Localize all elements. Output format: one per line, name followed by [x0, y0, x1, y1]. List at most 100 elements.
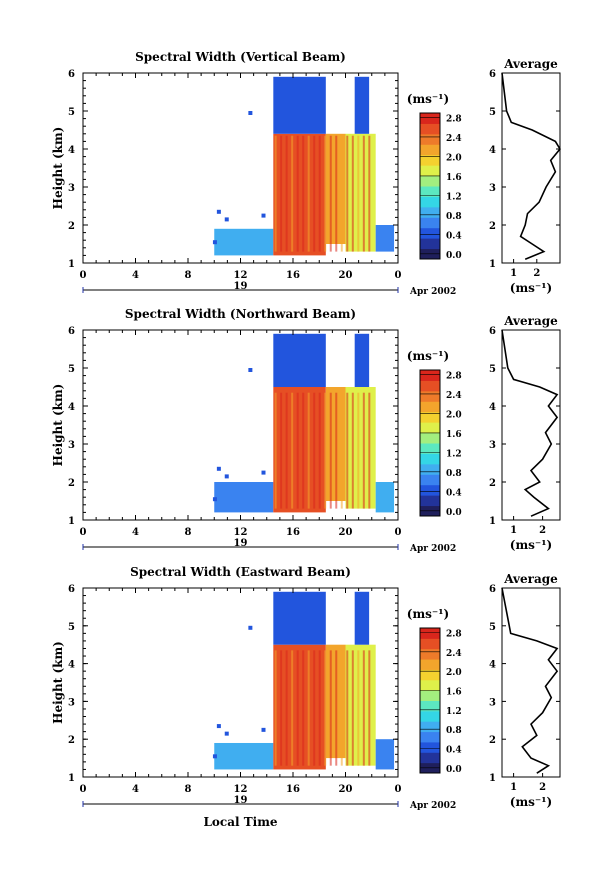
y-tick-label: 2 — [68, 478, 75, 489]
y-tick-label: 5 — [68, 622, 75, 633]
y-tick-label: 3 — [68, 183, 75, 194]
heatmap-cell — [345, 387, 376, 509]
heatmap-texture — [291, 650, 294, 766]
colorbar-segment — [420, 659, 440, 670]
profile-y-tick-label: 3 — [489, 440, 496, 451]
heatmap-texture — [318, 650, 321, 766]
colorbar-segment — [420, 238, 440, 250]
heatmap-cell — [375, 225, 395, 252]
profile-y-tick-label: 3 — [489, 183, 496, 194]
colorbar-segment — [420, 432, 440, 444]
colorbar-tick-label: 0.0 — [446, 251, 462, 261]
colorbar-frame — [419, 627, 441, 774]
heatmap-texture — [340, 135, 343, 252]
x-tick-label: 0 — [80, 527, 87, 538]
heatmap-blip — [248, 368, 253, 372]
x-tick-label: 16 — [286, 527, 300, 538]
heatmap-cell — [214, 228, 274, 256]
colorbar-segment — [420, 731, 440, 743]
colorbar-tick-label: 2.8 — [446, 115, 462, 125]
heatmap-texture — [302, 135, 305, 252]
y-tick-label: 4 — [68, 402, 75, 413]
colorbar-segment — [420, 227, 440, 239]
day-label: 19 — [234, 795, 248, 806]
profile-title: Average — [503, 572, 558, 586]
profile-line — [501, 329, 559, 517]
heatmap-texture — [285, 650, 288, 766]
heatmap-blip — [216, 209, 221, 214]
heatmap-texture — [368, 392, 371, 509]
profile-frame — [501, 587, 561, 778]
colorbar-segment — [420, 144, 440, 156]
colorbar-tick-label: 2.0 — [446, 410, 462, 420]
heatmap-texture — [296, 392, 299, 509]
colorbar-tick-label: 0.4 — [446, 745, 462, 755]
profile-y-tick-label: 5 — [489, 364, 496, 375]
y-tick-label: 6 — [68, 326, 75, 337]
heatmap-texture — [324, 392, 327, 509]
heatmap-texture — [324, 650, 327, 766]
colorbar-tick-label: 2.4 — [446, 391, 462, 401]
heatmap-texture — [285, 135, 288, 252]
y-tick-label: 1 — [68, 773, 75, 784]
colorbar-tick-label: 0.0 — [446, 765, 462, 775]
heatmap-texture — [351, 135, 354, 252]
colorbar-segment — [420, 206, 440, 218]
colorbar-segment — [420, 175, 440, 187]
colorbar-segment — [420, 679, 440, 691]
heatmap-blip — [212, 497, 217, 502]
day-label: 19 — [234, 281, 248, 292]
x-tick-label: 0 — [80, 270, 87, 281]
colorbar-segment — [420, 648, 440, 660]
y-tick-label: 5 — [68, 107, 75, 118]
profile-unit: (ms⁻¹) — [510, 795, 552, 809]
profile-y-tick-label: 4 — [489, 145, 496, 156]
heatmap-cell — [354, 76, 370, 134]
heatmap-texture — [280, 135, 283, 252]
colorbar-unit: (ms⁻¹) — [407, 92, 449, 106]
y-tick-label: 2 — [68, 221, 75, 232]
x-tick-label: 0 — [395, 784, 402, 795]
x-tick-label: 4 — [132, 270, 139, 281]
profile-y-tick-label: 2 — [489, 478, 496, 489]
colorbar-segment — [420, 154, 440, 166]
colorbar-segment — [420, 628, 440, 639]
colorbar-segment — [420, 484, 440, 496]
colorbar-segment — [420, 113, 440, 124]
heatmap-texture — [307, 135, 310, 252]
heatmap-blip — [212, 240, 217, 245]
colorbar-segment — [420, 186, 440, 197]
heatmap-blip — [224, 731, 229, 736]
profile-frame — [501, 72, 561, 264]
heatmap-cell — [345, 644, 376, 766]
day-label: 19 — [234, 538, 248, 549]
heatmap-cell — [214, 742, 274, 770]
heatmap-texture — [357, 392, 360, 509]
heatmap-texture — [362, 135, 365, 252]
y-tick-label: 4 — [68, 145, 75, 156]
colorbar-tick-label: 2.8 — [446, 629, 462, 639]
profile-y-tick-label: 3 — [489, 697, 496, 708]
y-tick-label: 5 — [68, 364, 75, 375]
heatmap-texture — [357, 135, 360, 252]
colorbar-segment — [420, 710, 440, 722]
profile-x-tick-label: 1 — [510, 525, 517, 536]
x-tick-label: 16 — [286, 270, 300, 281]
x-tick-label: 16 — [286, 784, 300, 795]
heatmap-blip — [261, 470, 266, 475]
colorbar-segment — [420, 422, 440, 434]
colorbar-segment — [420, 370, 440, 381]
heatmap-texture — [302, 392, 305, 509]
x-tick-label: 8 — [185, 527, 192, 538]
profile-y-tick-label: 4 — [489, 660, 496, 671]
heatmap-blip — [248, 111, 253, 115]
heatmap-cell — [273, 333, 326, 387]
chart-title: Spectral Width (Vertical Beam) — [135, 50, 346, 64]
profile-unit: (ms⁻¹) — [510, 281, 552, 295]
heatmap-texture — [291, 392, 294, 509]
colorbar-tick-label: 2.4 — [446, 649, 462, 659]
profile-x-tick-label: 2 — [539, 525, 546, 536]
colorbar-segment — [420, 390, 440, 402]
colorbar-tick-label: 2.0 — [446, 153, 462, 163]
